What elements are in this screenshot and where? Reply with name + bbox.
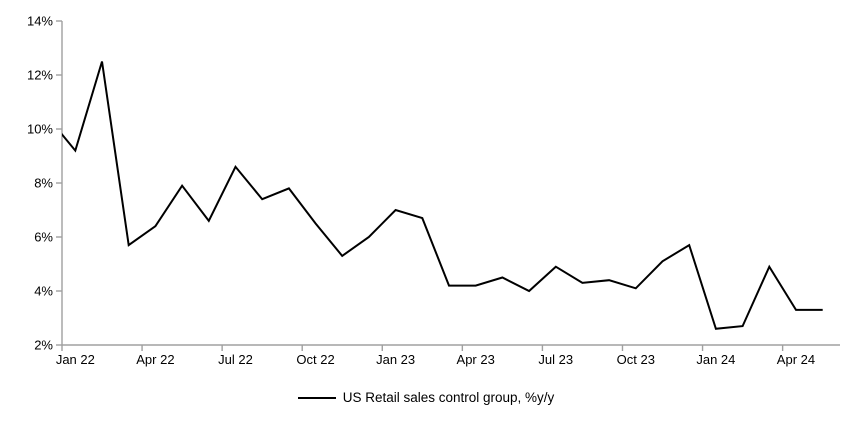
x-tick-label: Oct 23 bbox=[617, 352, 655, 367]
legend-line-sample-icon bbox=[297, 397, 336, 399]
y-tick-label: 12% bbox=[27, 68, 53, 83]
x-tick-label: Jan 24 bbox=[696, 352, 735, 367]
x-tick-label: Oct 22 bbox=[296, 352, 334, 367]
y-tick-label: 8% bbox=[34, 176, 53, 191]
y-tick-label: 10% bbox=[27, 122, 53, 137]
legend: US Retail sales control group, %y/y bbox=[0, 390, 852, 406]
y-tick-label: 4% bbox=[34, 284, 53, 299]
x-tick-label: Jul 23 bbox=[538, 352, 573, 367]
x-tick-label: Jan 23 bbox=[376, 352, 415, 367]
y-tick-label: 2% bbox=[34, 338, 53, 353]
x-tick-label: Jul 22 bbox=[218, 352, 253, 367]
x-tick-label: Apr 22 bbox=[136, 352, 174, 367]
legend-label: US Retail sales control group, %y/y bbox=[342, 390, 555, 405]
x-tick-label: Jan 22 bbox=[56, 352, 95, 367]
x-tick-label: Apr 23 bbox=[457, 352, 495, 367]
x-tick-label: Apr 24 bbox=[777, 352, 815, 367]
y-tick-label: 6% bbox=[34, 230, 53, 245]
y-tick-label: 14% bbox=[27, 14, 53, 29]
data-line-series bbox=[62, 61, 823, 330]
